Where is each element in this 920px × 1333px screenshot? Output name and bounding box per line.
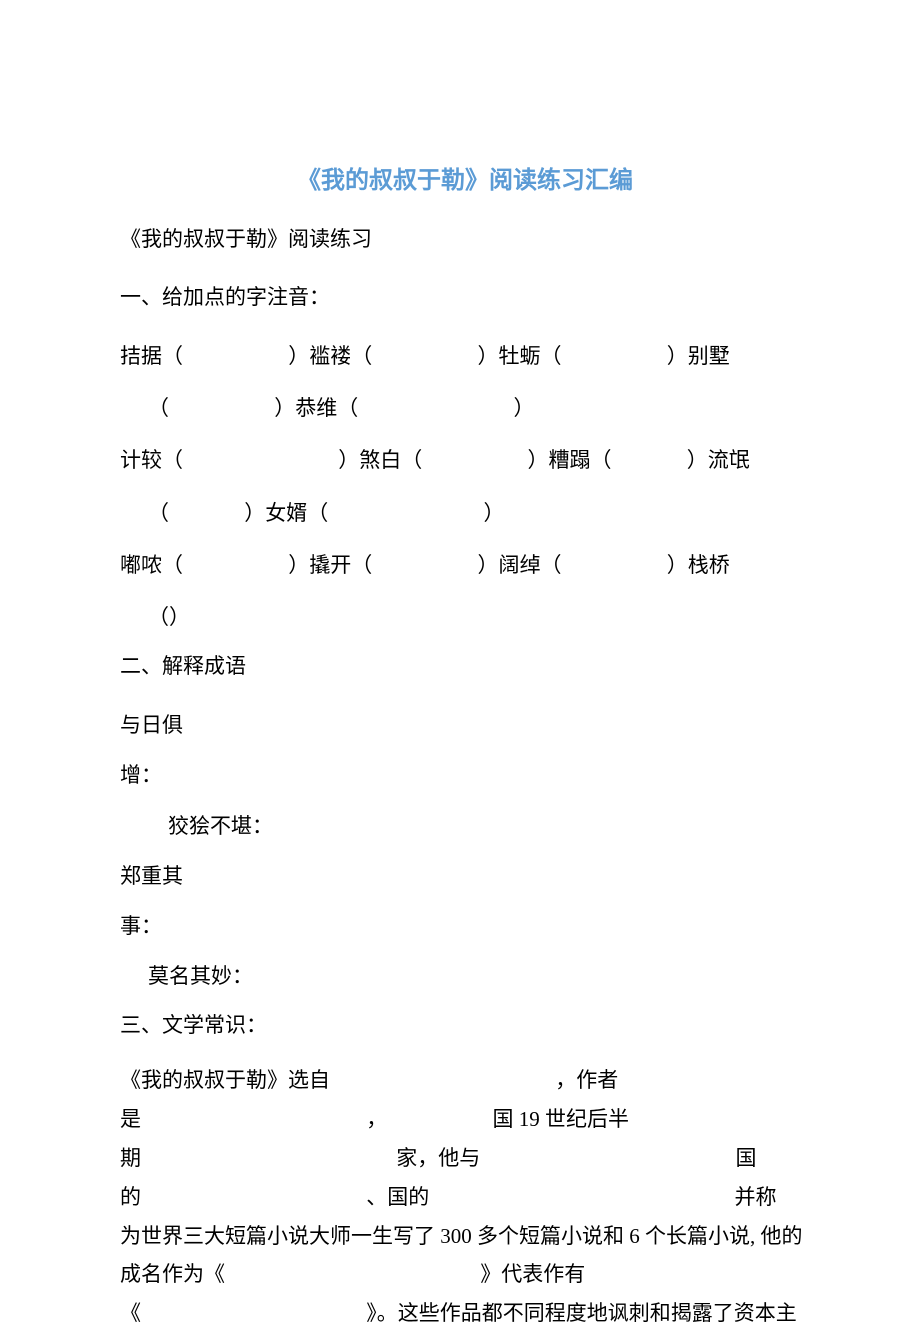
text: ）撬开（ — [288, 553, 372, 577]
text: 并称 — [735, 1185, 777, 1209]
line: 成名作为《 》代表作有 — [120, 1255, 810, 1294]
text: 嘟哝（ — [120, 553, 183, 577]
s2-item2c: 莫名其妙： — [120, 953, 810, 999]
s2-item1c: 狡狯不堪： — [120, 803, 810, 849]
doc-title: 《我的叔叔于勒》阅读练习汇编 — [120, 160, 810, 195]
s1-row1: 拮据（ ）褴褛（ ）牡蛎（ ）别墅 — [120, 333, 810, 379]
text: ）流氓 — [687, 448, 750, 472]
text: ）别墅 — [667, 344, 730, 368]
text: ） — [514, 396, 535, 420]
text: 家，他与 — [396, 1146, 480, 1170]
text: ）栈桥 — [667, 553, 730, 577]
text: 拮据（ — [120, 344, 183, 368]
text: ）女婿（ — [244, 501, 328, 525]
section3-head: 三、文学常识： — [120, 1009, 810, 1039]
line: 《 》。这些作品都不同程度地讽刺和揭露了资本主 — [120, 1294, 810, 1333]
s1-row2: 计较（ ）煞白（ ）糟蹋（ ）流氓 — [120, 437, 810, 483]
line: 是 ， 国 19 世纪后半 — [120, 1100, 810, 1139]
s3-para: 《我的叔叔于勒》选自 ，作者 是 ， 国 19 世纪后半 期 家，他与 国 的 … — [120, 1061, 810, 1333]
text: 《 — [120, 1301, 141, 1325]
text: 计较（ — [120, 448, 183, 472]
text: ） — [484, 501, 505, 525]
s2-item1b: 增： — [120, 752, 810, 798]
text: （） — [148, 605, 190, 629]
s1-row2b: （ ）女婿（ ） — [120, 490, 810, 536]
text: ）阔绰（ — [478, 553, 562, 577]
text: ）糟蹋（ — [528, 448, 612, 472]
text: 成名作为《 — [120, 1262, 225, 1286]
section2-head: 二、解释成语 — [120, 650, 810, 680]
line: 期 家，他与 国 — [120, 1139, 810, 1178]
s2-item1a: 与日俱 — [120, 702, 810, 748]
line: 为世界三大短篇小说大师一生写了 300 多个短篇小说和 6 个长篇小说, 他的 — [120, 1217, 810, 1256]
s1-row3b: （） — [120, 594, 810, 640]
text: ）恭维（ — [274, 396, 358, 420]
s1-row1b: （ ）恭维（ ） — [120, 385, 810, 431]
doc-subtitle: 《我的叔叔于勒》阅读练习 — [120, 223, 810, 253]
text: 、国的 — [366, 1185, 429, 1209]
text: 为世界三大短篇小说大师一生写了 300 多个短篇小说和 6 个长篇小说, 他的 — [120, 1224, 803, 1248]
s2-item2b: 事： — [120, 903, 810, 949]
text: 是 — [120, 1107, 141, 1131]
text: ，作者 — [555, 1068, 618, 1092]
text: ）煞白（ — [338, 448, 422, 472]
s1-row3: 嘟哝（ ）撬开（ ）阔绰（ ）栈桥 — [120, 542, 810, 588]
text: （ — [148, 501, 169, 525]
text: 《我的叔叔于勒》选自 — [120, 1068, 330, 1092]
text: 》。这些作品都不同程度地讽刺和揭露了资本主 — [366, 1301, 797, 1325]
text: 》代表作有 — [480, 1262, 585, 1286]
text: ）褴褛（ — [288, 344, 372, 368]
line: 《我的叔叔于勒》选自 ，作者 — [120, 1061, 810, 1100]
text: 的 — [120, 1185, 141, 1209]
text: 国 — [736, 1146, 757, 1170]
line: 的 、国的 并称 — [120, 1178, 810, 1217]
section1-head: 一、给加点的字注音： — [120, 281, 810, 311]
text: ）牡蛎（ — [478, 344, 562, 368]
text: ， — [366, 1107, 387, 1131]
text: 期 — [120, 1146, 141, 1170]
s2-item2a: 郑重其 — [120, 853, 810, 899]
text: 国 19 世纪后半 — [493, 1107, 630, 1131]
text: （ — [148, 396, 169, 420]
